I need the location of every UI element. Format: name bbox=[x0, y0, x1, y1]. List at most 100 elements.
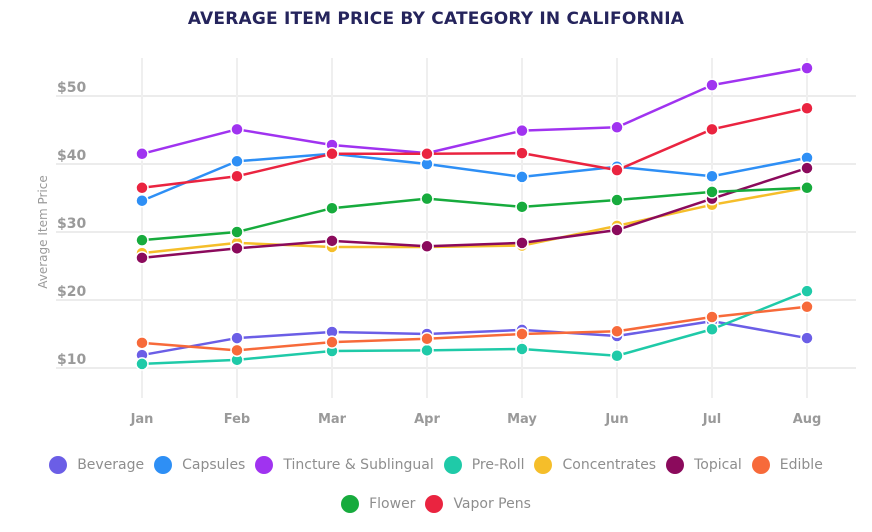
data-point[interactable] bbox=[420, 191, 434, 206]
data-point[interactable] bbox=[705, 310, 719, 324]
legend-dot-icon bbox=[49, 456, 68, 474]
legend-row: Beverage Capsules Tincture & Sublingual Pre… bbox=[0, 455, 872, 475]
data-point[interactable] bbox=[610, 349, 624, 363]
data-point[interactable] bbox=[800, 300, 814, 314]
data-point[interactable] bbox=[610, 193, 624, 207]
series-line-concentrates bbox=[141, 186, 808, 255]
data-point[interactable] bbox=[230, 343, 244, 358]
data-point[interactable] bbox=[515, 123, 529, 138]
data-point[interactable] bbox=[515, 236, 529, 250]
data-point[interactable] bbox=[325, 201, 339, 215]
series-line-topical bbox=[141, 166, 808, 260]
y-tick-label: $20 bbox=[57, 284, 86, 300]
data-point[interactable] bbox=[515, 327, 529, 341]
y-tick-label: $50 bbox=[57, 80, 86, 96]
data-point[interactable] bbox=[705, 169, 719, 183]
data-point[interactable] bbox=[800, 161, 814, 175]
data-point[interactable] bbox=[610, 120, 624, 135]
data-point[interactable] bbox=[705, 322, 719, 336]
y-tick-label: $10 bbox=[57, 352, 86, 368]
data-point[interactable] bbox=[800, 101, 814, 115]
data-point[interactable] bbox=[610, 163, 624, 177]
legend-label: Flower bbox=[369, 496, 416, 512]
series-lines bbox=[141, 66, 808, 366]
data-point[interactable] bbox=[515, 170, 529, 184]
legend-item-vapor-pens[interactable]: Vapor Pens bbox=[425, 495, 531, 513]
x-tick-label: May bbox=[507, 412, 537, 427]
data-point[interactable] bbox=[135, 147, 149, 161]
legend-item-concentrates[interactable]: Concentrates bbox=[534, 456, 656, 474]
legend-label: Edible bbox=[779, 457, 823, 473]
legend-item-topical[interactable]: Topical bbox=[666, 456, 742, 474]
series-line-vapor-pens bbox=[141, 107, 808, 190]
x-tick-label: Apr bbox=[414, 412, 440, 427]
data-point[interactable] bbox=[515, 200, 529, 214]
x-axis-ticks: Jan Feb Mar Apr May Jun Jul Aug bbox=[130, 412, 822, 427]
series-points bbox=[135, 61, 814, 371]
data-point[interactable] bbox=[420, 147, 434, 161]
data-point[interactable] bbox=[800, 61, 814, 75]
data-point[interactable] bbox=[230, 225, 244, 239]
data-point[interactable] bbox=[800, 284, 814, 298]
y-axis-label: Average Item Price bbox=[36, 175, 50, 289]
x-tick-label: Jun bbox=[604, 412, 628, 427]
y-gridlines bbox=[56, 95, 856, 369]
legend-dot-icon bbox=[534, 456, 553, 474]
legend-dot-icon bbox=[425, 495, 444, 513]
data-point[interactable] bbox=[515, 342, 529, 356]
legend-dot-icon bbox=[443, 456, 462, 474]
x-tick-label: Mar bbox=[318, 412, 347, 427]
chart-title: AVERAGE ITEM PRICE BY CATEGORY IN CALIFO… bbox=[187, 9, 685, 29]
data-point[interactable] bbox=[705, 78, 719, 92]
x-tick-label: Aug bbox=[793, 412, 822, 427]
legend-dot-icon bbox=[341, 495, 360, 513]
data-point[interactable] bbox=[420, 239, 434, 254]
series-line-beverage bbox=[141, 319, 808, 357]
data-point[interactable] bbox=[325, 234, 339, 248]
legend-dot-icon bbox=[666, 456, 685, 474]
legend-label: Tincture & Sublingual bbox=[283, 457, 434, 473]
data-point[interactable] bbox=[610, 324, 624, 339]
data-point[interactable] bbox=[515, 146, 529, 160]
legend-item-capsules[interactable]: Capsules bbox=[154, 456, 245, 474]
data-point[interactable] bbox=[230, 122, 244, 137]
data-point[interactable] bbox=[135, 233, 149, 247]
y-tick-label: $40 bbox=[57, 148, 86, 164]
legend-row: Flower Vapor Pens bbox=[0, 494, 872, 514]
legend-label: Topical bbox=[694, 457, 742, 473]
legend-item-flower[interactable]: Flower bbox=[341, 495, 415, 513]
data-point[interactable] bbox=[230, 154, 244, 169]
legend-item-pre-roll[interactable]: Pre-Roll bbox=[443, 456, 524, 474]
series-line-tincture-sublingual bbox=[141, 66, 808, 156]
legend-item-edible[interactable]: Edible bbox=[751, 456, 823, 474]
data-point[interactable] bbox=[135, 181, 149, 195]
x-tick-label: Jul bbox=[702, 412, 722, 427]
data-point[interactable] bbox=[325, 335, 339, 349]
series-line-capsules bbox=[141, 152, 808, 202]
data-point[interactable] bbox=[610, 223, 624, 237]
data-point[interactable] bbox=[800, 331, 814, 345]
data-point[interactable] bbox=[135, 193, 149, 208]
data-point[interactable] bbox=[135, 336, 149, 350]
legend-dot-icon bbox=[154, 456, 173, 474]
data-point[interactable] bbox=[230, 331, 244, 345]
legend-dot-icon bbox=[751, 456, 770, 474]
legend-item-tincture-sublingual[interactable]: Tincture & Sublingual bbox=[255, 456, 434, 474]
legend-label: Vapor Pens bbox=[453, 496, 531, 512]
data-point[interactable] bbox=[420, 332, 434, 346]
legend-dot-icon bbox=[255, 456, 274, 474]
series-line-edible bbox=[141, 305, 808, 352]
data-point[interactable] bbox=[420, 343, 434, 358]
data-point[interactable] bbox=[705, 185, 719, 199]
legend-label: Beverage bbox=[77, 457, 145, 473]
legend-label: Concentrates bbox=[562, 457, 657, 473]
data-point[interactable] bbox=[230, 241, 244, 256]
x-tick-label: Jan bbox=[130, 412, 154, 427]
data-point[interactable] bbox=[800, 181, 814, 195]
data-point[interactable] bbox=[325, 147, 339, 161]
legend-item-beverage[interactable]: Beverage bbox=[49, 456, 144, 474]
data-point[interactable] bbox=[230, 169, 244, 183]
data-point[interactable] bbox=[135, 357, 149, 371]
data-point[interactable] bbox=[705, 122, 719, 137]
data-point[interactable] bbox=[135, 251, 149, 265]
